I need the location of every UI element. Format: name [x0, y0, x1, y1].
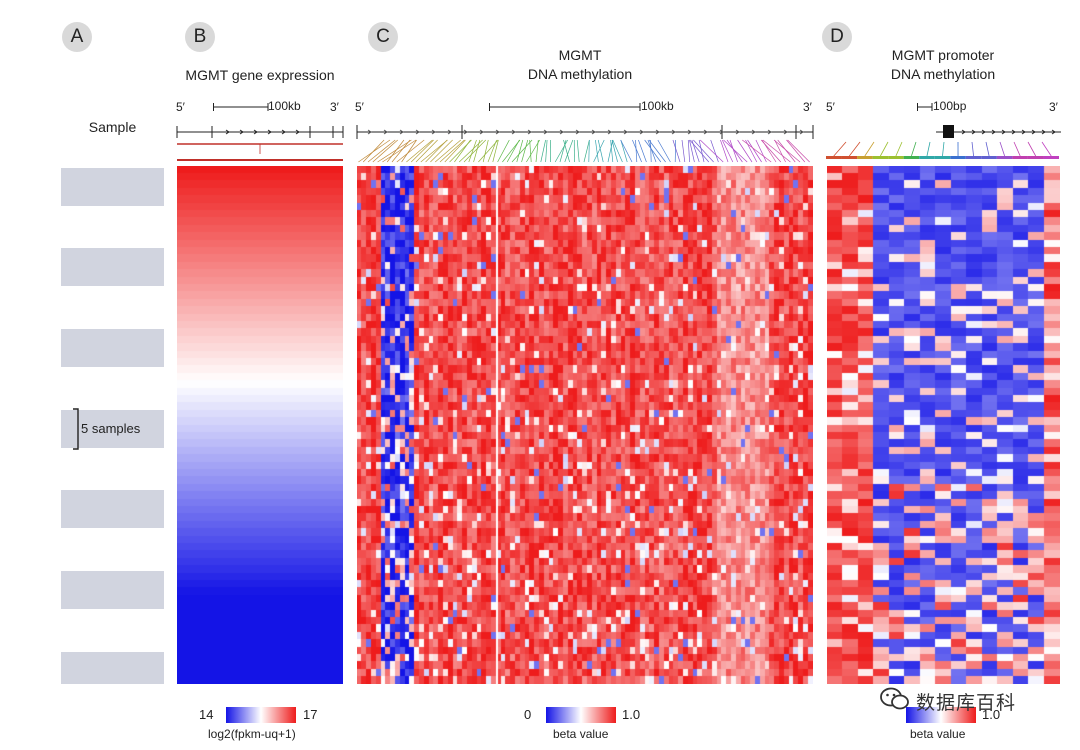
- promoter-methylation-heatmap: [827, 166, 1060, 684]
- panel-b-scale-label: 100kb: [268, 99, 301, 113]
- panel-c-title-line2: DNA methylation: [527, 66, 633, 82]
- panel-c-5prime: 5′: [355, 100, 364, 114]
- panel-d-scale-label: 100bp: [933, 99, 967, 113]
- expression-heatmap: [177, 166, 343, 684]
- promoter-legend-label: beta value: [910, 727, 966, 741]
- wechat-logo-icon: [880, 687, 909, 710]
- sample-group-bar: [61, 652, 164, 684]
- expression-legend-label: log2(fpkm-uq+1): [208, 727, 296, 741]
- panel-label-c: C: [368, 22, 398, 52]
- expression-legend-colorbar: [226, 707, 296, 723]
- panel-c-3prime: 3′: [803, 100, 812, 114]
- panel-d-title-line2: DNA methylation: [890, 66, 996, 82]
- panel-c-probe-track: [356, 125, 814, 163]
- watermark-text: 数据库百科: [916, 693, 1017, 714]
- panel-b-3prime: 3′: [330, 100, 339, 114]
- panel-label-b: B: [185, 22, 215, 52]
- methylation-legend-min: 0: [524, 707, 532, 722]
- panel-c-title-line1: MGMT: [558, 47, 602, 63]
- panel-b-title: MGMT gene expression: [185, 67, 335, 83]
- sample-bracket-label: 5 samples: [81, 421, 141, 436]
- panel-d-probe-track: [826, 125, 1061, 159]
- panel-d-5prime: 5′: [826, 100, 835, 114]
- promoter-legend-max: 1.0: [982, 707, 1001, 722]
- panel-d-3prime: 3′: [1049, 100, 1058, 114]
- sample-group-bar: [61, 490, 164, 528]
- sample-group-bar: [61, 168, 164, 206]
- panel-label-a: A: [62, 22, 92, 52]
- sample-group-bar: [61, 329, 164, 367]
- methylation-heatmap: [357, 166, 813, 684]
- sample-column-label: Sample: [88, 119, 137, 135]
- expression-legend-max: 17: [303, 707, 318, 722]
- sample-group-bar: [61, 571, 164, 609]
- panel-b-5prime: 5′: [176, 100, 185, 114]
- panel-d-scale-bar: [917, 103, 933, 111]
- panel-c-scale-bar: [489, 103, 641, 111]
- expression-legend-min: 14: [199, 707, 214, 722]
- methylation-legend-max: 1.0: [622, 707, 641, 722]
- panel-c-scale-label: 100kb: [641, 99, 674, 113]
- sample-group-bar: [61, 248, 164, 286]
- panel-d-title-line1: MGMT promoter: [891, 47, 995, 63]
- panel-b-scale-bar: [213, 103, 269, 111]
- sample-bracket: [73, 408, 79, 450]
- panel-b-gene-track: [176, 126, 344, 161]
- panel-label-d: D: [822, 22, 852, 52]
- methylation-legend-label: beta value: [553, 727, 609, 741]
- methylation-legend-colorbar: [546, 707, 616, 723]
- promoter-legend-colorbar: [906, 707, 976, 723]
